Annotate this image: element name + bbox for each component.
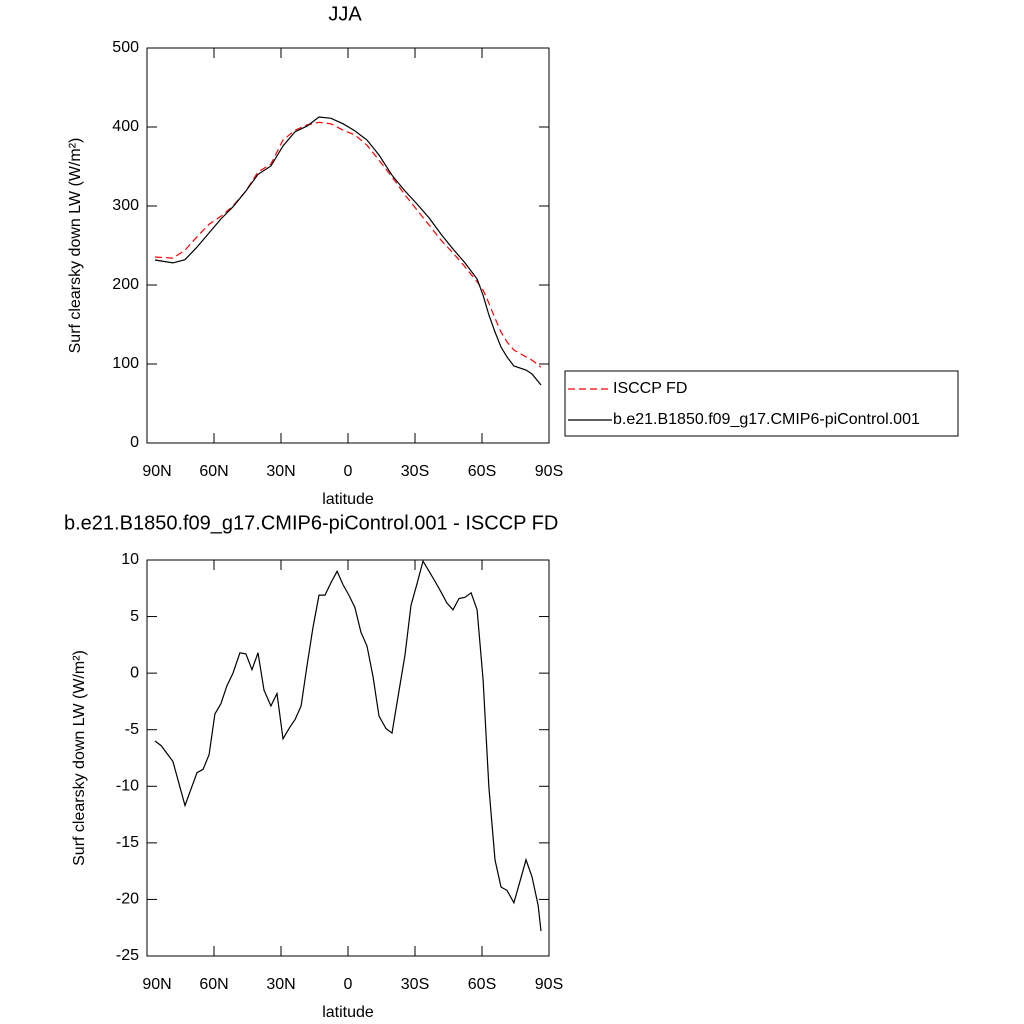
y-axis-label: Surf clearsky down LW (W/m²) xyxy=(67,138,84,354)
legend-label: b.e21.B1850.f09_g17.CMIP6-piControl.001 xyxy=(613,411,920,428)
y-tick-label: -10 xyxy=(116,778,139,795)
legend-label: ISCCP FD xyxy=(613,380,687,397)
x-tick-label: 90S xyxy=(535,976,563,993)
x-tick-label: 60S xyxy=(468,463,496,480)
y-axis-label: Surf clearsky down LW (W/m²) xyxy=(71,650,88,866)
y-tick-label: 0 xyxy=(130,664,139,681)
x-tick-label: 30S xyxy=(401,463,429,480)
y-tick-label: 5 xyxy=(130,608,139,625)
y-tick-label: 200 xyxy=(112,276,139,293)
y-tick-label: 500 xyxy=(112,39,139,56)
data-line xyxy=(154,559,542,932)
x-tick-label: 90S xyxy=(535,463,563,480)
y-tick-label: 10 xyxy=(121,551,139,568)
y-tick-label: 400 xyxy=(112,118,139,135)
y-tick-label: -25 xyxy=(116,947,139,964)
y-tick-label: -5 xyxy=(125,721,139,738)
x-tick-label: 90N xyxy=(142,976,171,993)
chart-title: JJA xyxy=(328,3,362,25)
x-tick-label: 0 xyxy=(344,976,353,993)
y-tick-label: 0 xyxy=(130,434,139,451)
y-tick-label: 300 xyxy=(112,197,139,214)
y-tick-label: -15 xyxy=(116,834,139,851)
x-tick-label: 30N xyxy=(266,463,295,480)
x-tick-label: 60S xyxy=(468,976,496,993)
x-axis-label: latitude xyxy=(322,491,374,508)
x-axis-label: latitude xyxy=(322,1004,374,1021)
chart-title: b.e21.B1850.f09_g17.CMIP6-piControl.001 … xyxy=(64,512,558,534)
x-tick-label: 30S xyxy=(401,976,429,993)
data-line xyxy=(154,116,542,386)
x-tick-label: 30N xyxy=(266,976,295,993)
data-line xyxy=(154,121,542,368)
legend-box xyxy=(564,370,959,437)
y-tick-label: -20 xyxy=(116,891,139,908)
x-tick-label: 0 xyxy=(344,463,353,480)
y-tick-label: 100 xyxy=(112,355,139,372)
x-tick-label: 60N xyxy=(199,976,228,993)
x-tick-label: 60N xyxy=(199,463,228,480)
x-tick-label: 90N xyxy=(142,463,171,480)
plot-frame xyxy=(146,47,550,444)
